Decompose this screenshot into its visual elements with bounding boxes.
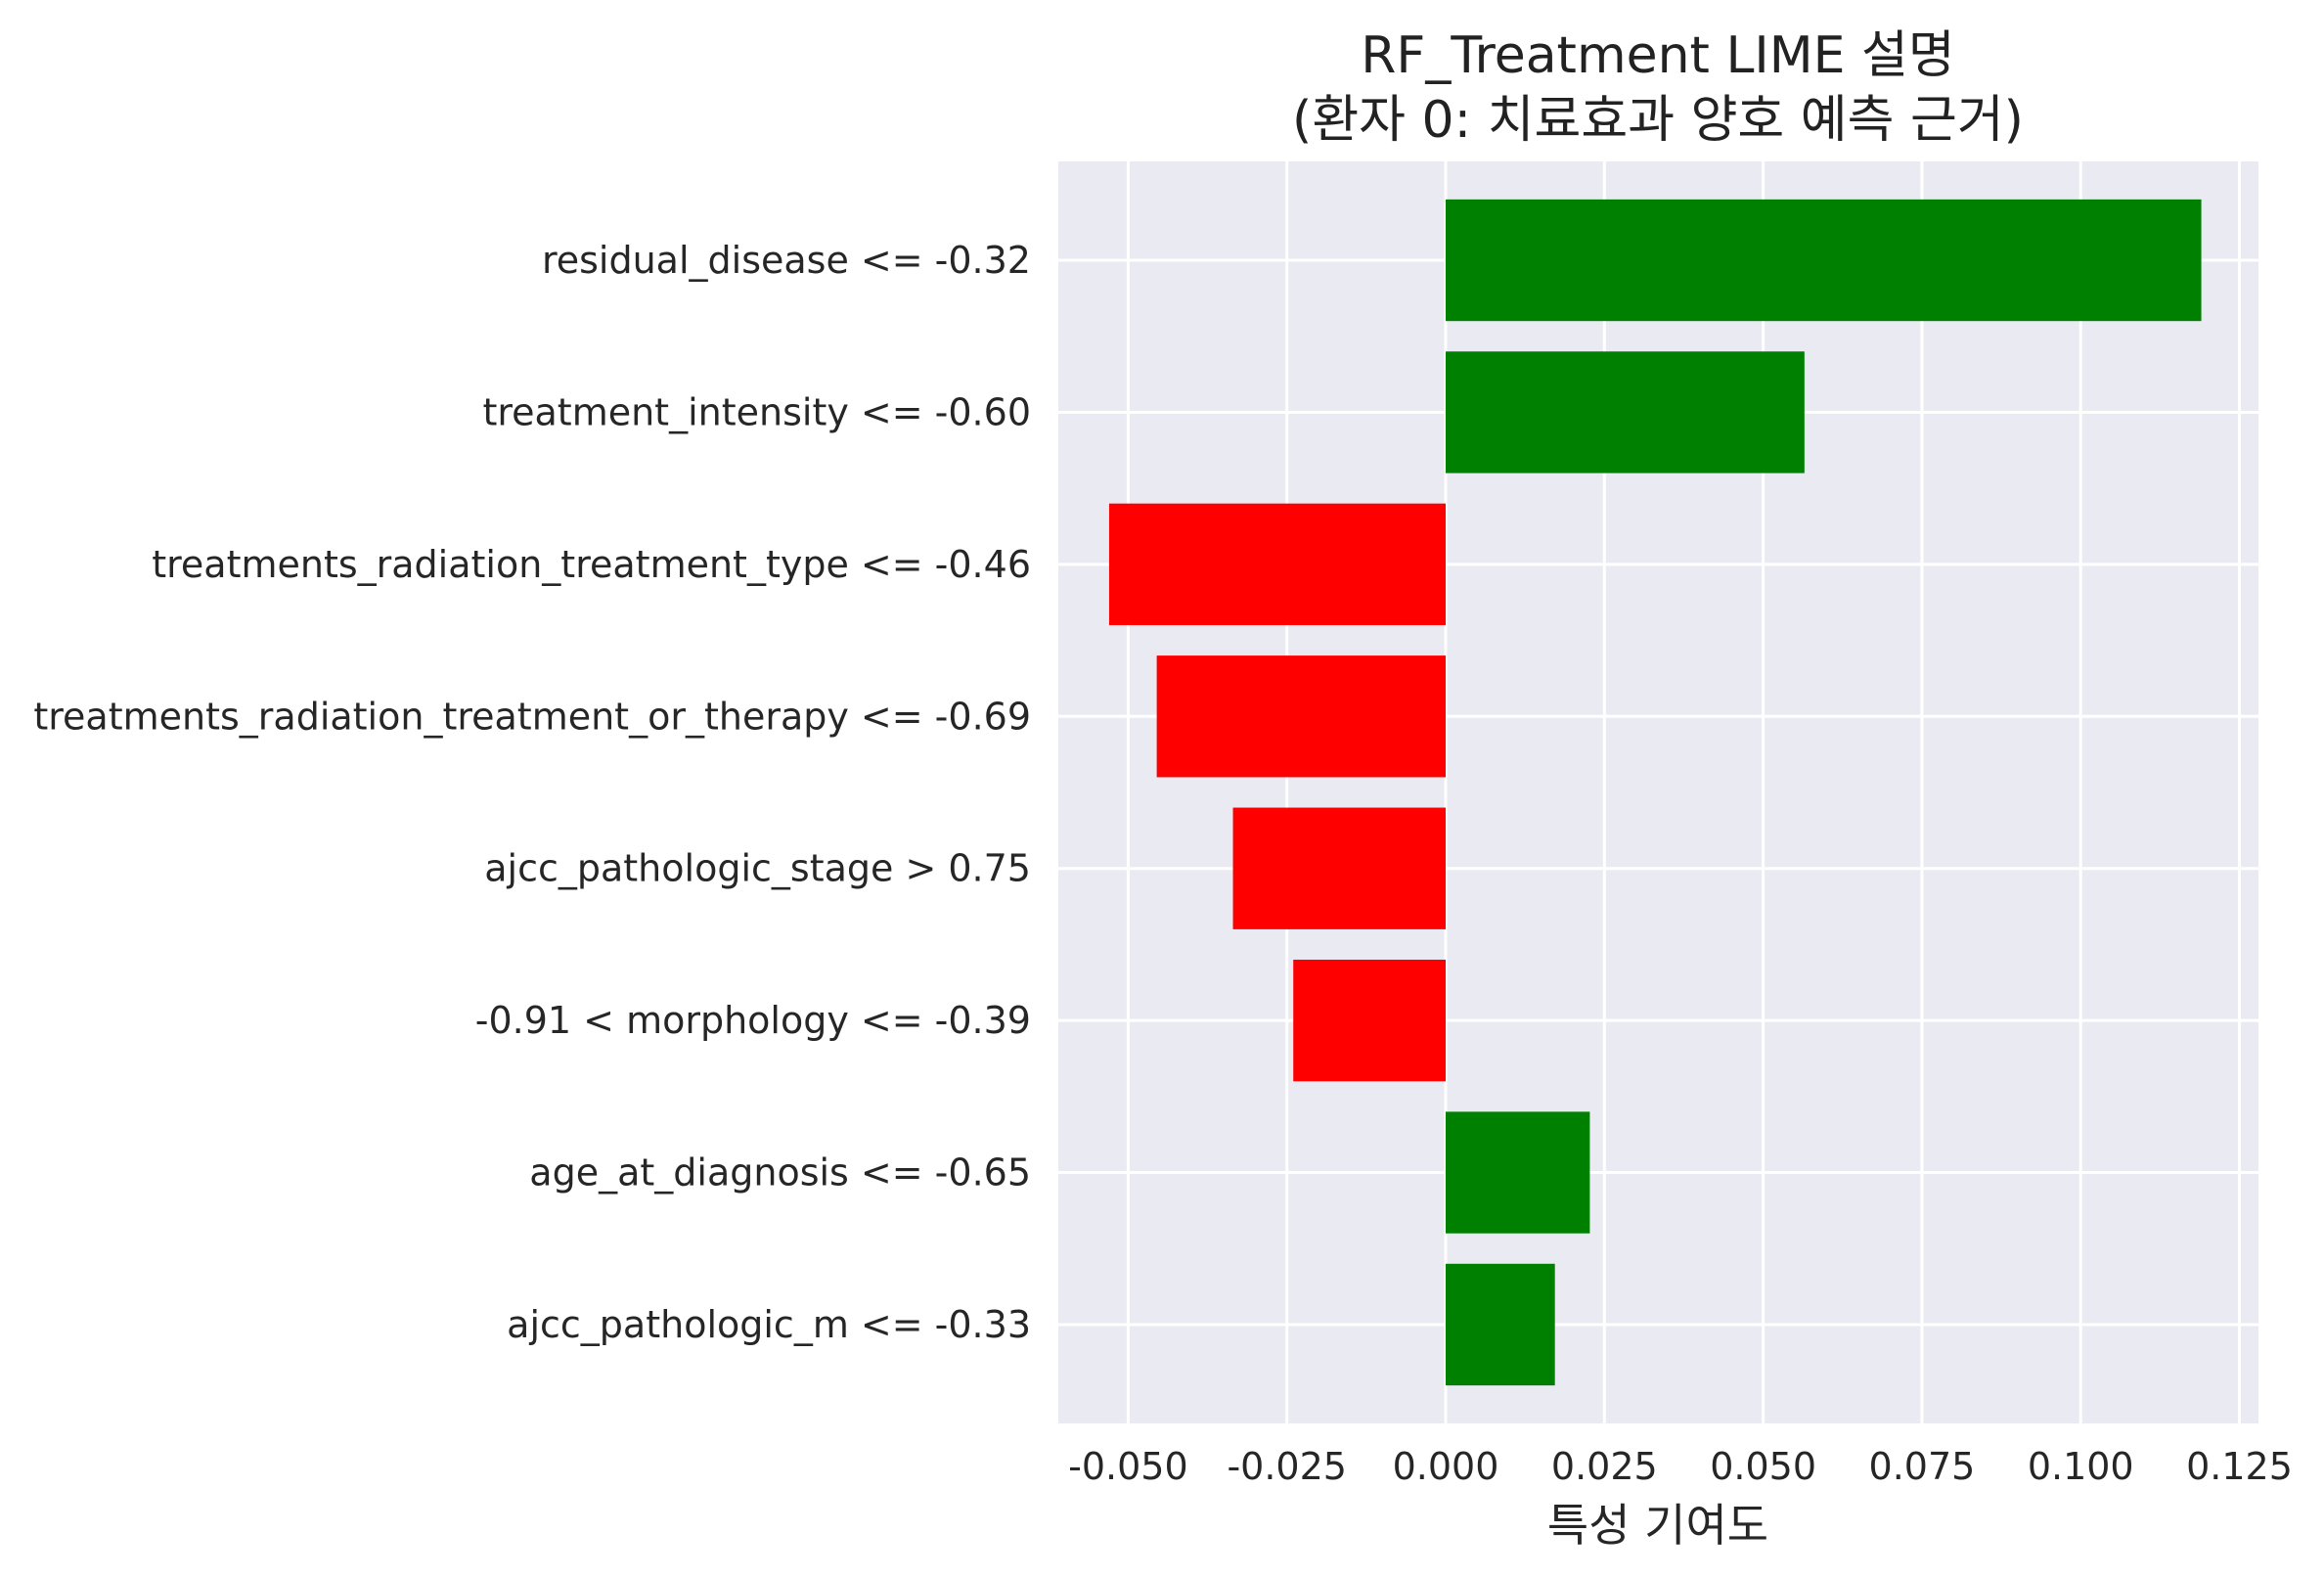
y-tick-label-0: residual_disease <= -0.32	[542, 239, 1031, 282]
x-tick-labels: -0.050 -0.025 0.000 0.025 0.050 0.075 0.100 0.1…	[1068, 1445, 2293, 1488]
bar-2	[1108, 503, 1447, 626]
x-tick-label-2: 0.000	[1393, 1445, 1499, 1488]
x-tick-label-0: -0.050	[1068, 1445, 1188, 1488]
y-tick-label-2: treatments_radiation_treatment_type <= -…	[152, 543, 1031, 586]
y-tick-label-4: ajcc_pathologic_stage > 0.75	[484, 847, 1031, 890]
x-axis-label: 특성 기여도	[1547, 1499, 1768, 1552]
bar-0	[1446, 199, 2202, 322]
x-tick-label-4: 0.050	[1710, 1445, 1816, 1488]
y-tick-label-7: ajcc_pathologic_m <= -0.33	[507, 1303, 1031, 1346]
y-tick-label-5: -0.91 < morphology <= -0.39	[475, 999, 1031, 1042]
bars	[1108, 199, 2202, 1386]
chart-title-line-2: (환자 0: 치료효과 양호 예측 근거)	[1292, 91, 2024, 150]
bar-7	[1446, 1263, 1555, 1386]
y-tick-label-1: treatment_intensity <= -0.60	[482, 390, 1031, 433]
x-tick-label-6: 0.100	[2028, 1445, 2134, 1488]
bar-3	[1156, 655, 1447, 778]
bar-4	[1232, 807, 1447, 929]
y-tick-label-6: age_at_diagnosis <= -0.65	[529, 1151, 1031, 1195]
bar-6	[1446, 1111, 1590, 1234]
y-tick-labels: residual_disease <= -0.32 treatment_inten…	[33, 239, 1031, 1346]
plot-area	[1058, 161, 2258, 1423]
bar-5	[1293, 959, 1447, 1082]
bar-1	[1446, 351, 1805, 473]
x-tick-label-5: 0.075	[1869, 1445, 1976, 1488]
x-tick-label-3: 0.025	[1551, 1445, 1658, 1488]
chart-title-line-1: RF_Treatment LIME 설명	[1361, 26, 1954, 85]
x-tick-label-7: 0.125	[2186, 1445, 2293, 1488]
x-tick-label-1: -0.025	[1227, 1445, 1347, 1488]
y-tick-label-3: treatments_radiation_treatment_or_therap…	[33, 695, 1031, 738]
